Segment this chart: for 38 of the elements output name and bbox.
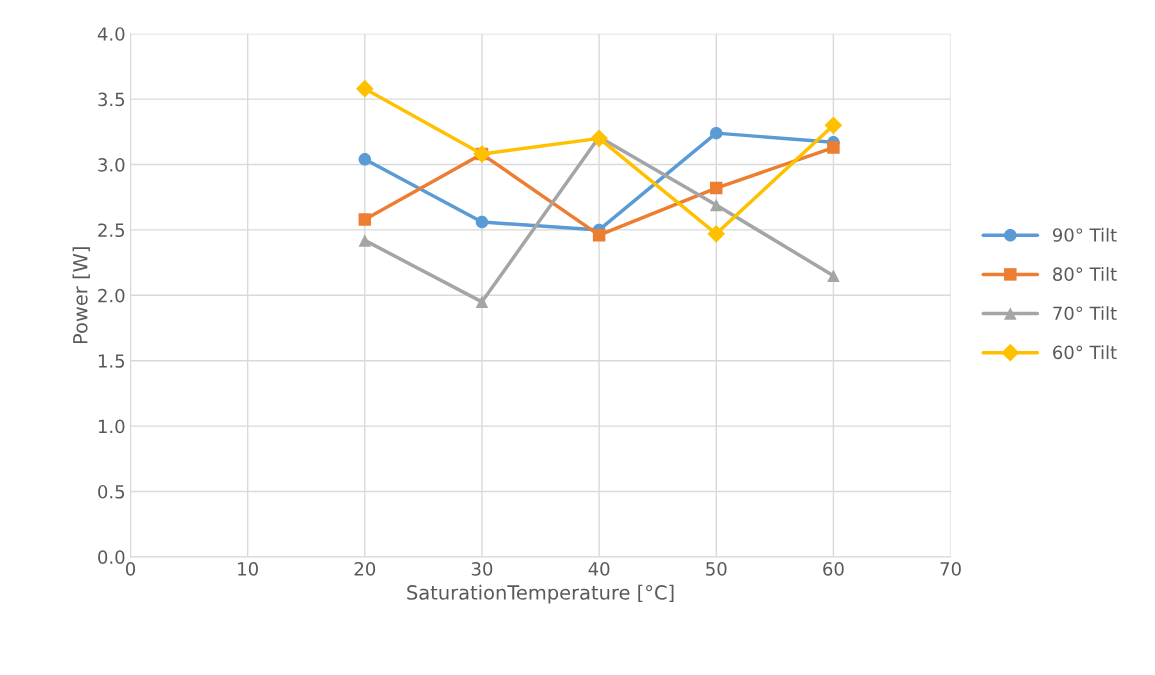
point — [827, 141, 840, 154]
legend-label: 90° Tilt — [1052, 227, 1117, 242]
y-tick-label: 2.5 — [98, 223, 125, 238]
legend-label: 70° Tilt — [1053, 306, 1117, 321]
x-tick-label: 50 — [706, 562, 727, 576]
x-tick-label: 20 — [354, 562, 376, 576]
x-tick-label: 60 — [823, 562, 844, 576]
point — [355, 79, 374, 98]
point — [824, 116, 843, 135]
y-tick-label: 2.0 — [98, 288, 125, 303]
x-tick-label: 10 — [238, 562, 258, 576]
y-tick-label: 1.5 — [98, 354, 125, 368]
y-tick-label: 0.0 — [98, 550, 125, 564]
x-axis-title: SaturationTemperature [°C] — [407, 584, 674, 604]
point — [358, 213, 372, 226]
point — [710, 181, 723, 195]
point — [475, 295, 489, 309]
x-tick-label: 40 — [588, 562, 610, 576]
legend-label: 60° Tilt — [1053, 345, 1117, 360]
y-axis-title: Power [W] — [72, 247, 90, 344]
point — [710, 198, 723, 212]
point — [710, 126, 723, 140]
x-tick-label: 30 — [471, 562, 493, 576]
point — [358, 234, 372, 247]
y-tick-label: 4.0 — [97, 27, 125, 41]
point — [827, 269, 840, 282]
point — [592, 228, 606, 242]
y-tick-label: 0.5 — [98, 484, 125, 499]
point — [475, 215, 489, 229]
y-tick-label: 3.5 — [98, 92, 125, 107]
y-tick-label: 3.0 — [98, 157, 125, 172]
x-tick-label: 0 — [125, 562, 136, 576]
y-tick-label: 1.0 — [98, 419, 125, 434]
point — [358, 153, 372, 166]
legend-label: 80° Tilt — [1053, 267, 1117, 281]
x-tick-label: 70 — [940, 562, 961, 576]
point — [590, 129, 608, 148]
point — [707, 225, 726, 243]
